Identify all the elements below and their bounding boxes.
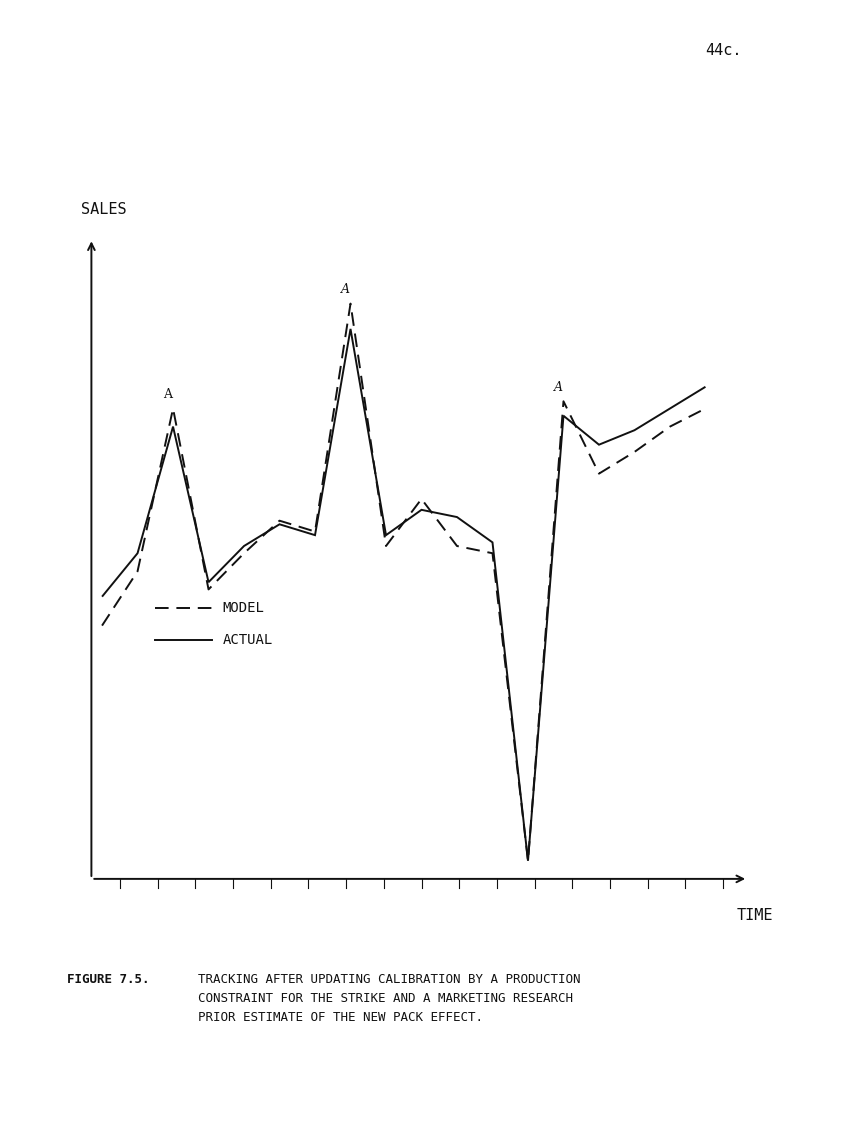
- Text: TIME: TIME: [737, 908, 773, 923]
- Text: ACTUAL: ACTUAL: [223, 633, 273, 648]
- Text: SALES: SALES: [81, 201, 126, 216]
- Text: A: A: [554, 381, 562, 394]
- Text: FIGURE 7.5.: FIGURE 7.5.: [67, 973, 150, 986]
- Text: 44c.: 44c.: [706, 43, 742, 58]
- Text: A: A: [341, 283, 350, 296]
- Text: TRACKING AFTER UPDATING CALIBRATION BY A PRODUCTION
CONSTRAINT FOR THE STRIKE AN: TRACKING AFTER UPDATING CALIBRATION BY A…: [198, 973, 581, 1024]
- Text: A: A: [164, 388, 172, 402]
- Text: MODEL: MODEL: [223, 601, 265, 615]
